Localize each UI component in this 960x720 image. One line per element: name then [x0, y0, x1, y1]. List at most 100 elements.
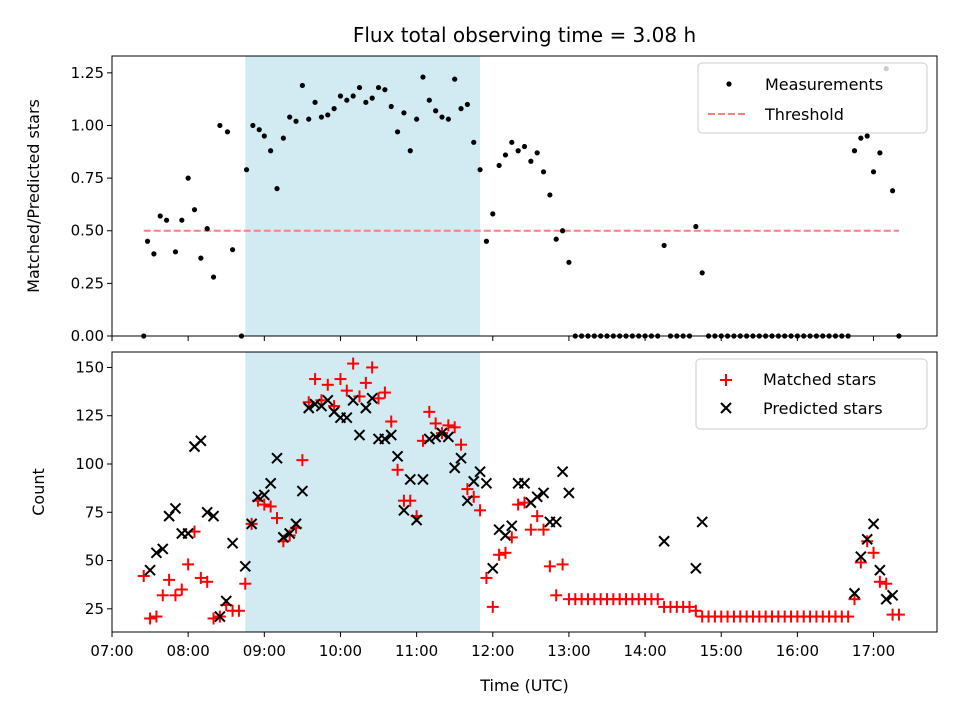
predicted-star-point — [201, 506, 213, 518]
measurement-point — [534, 150, 540, 156]
predicted-star-point — [207, 510, 220, 522]
measurement-point — [287, 114, 293, 120]
predicted-star-point — [226, 537, 239, 549]
measurement-point — [509, 139, 515, 145]
measurement-point — [356, 84, 363, 91]
bottom-legend: Matched stars Predicted stars — [695, 358, 928, 430]
top-legend-box — [697, 62, 928, 134]
predicted-star-point — [474, 466, 486, 478]
matched-star-point — [861, 535, 874, 548]
matched-star-point — [372, 392, 385, 405]
predicted-star-point — [886, 589, 899, 602]
measurement-point — [163, 217, 170, 223]
predicted-star-point — [436, 427, 448, 439]
matched-star-point — [359, 376, 372, 389]
matched-star-point — [296, 454, 309, 467]
top-y-tick-label: 1.00 — [71, 116, 104, 134]
measurement-point — [559, 228, 566, 234]
measurement-point — [318, 114, 325, 120]
predicted-star-point — [442, 431, 455, 443]
matched-star-point — [137, 570, 150, 582]
predicted-star-point — [258, 489, 271, 501]
predicted-star-point — [245, 518, 258, 530]
matched-star-point — [442, 419, 455, 432]
bottom-shaded-interval — [245, 352, 481, 632]
matched-star-point — [867, 546, 880, 559]
predicted-star-point — [455, 452, 467, 464]
top-shaded-interval — [245, 56, 481, 336]
predicted-star-point — [556, 466, 569, 478]
predicted-star-point — [448, 462, 461, 474]
bottom-x-tick-label: 07:00 — [90, 642, 133, 660]
matched-star-point — [156, 589, 169, 602]
predicted-star-point — [391, 450, 404, 462]
top-y-tick-label: 0.50 — [71, 222, 104, 240]
predicted-star-point — [696, 516, 708, 528]
top-y-tick-label: 0.00 — [71, 327, 104, 345]
bottom-x-axis: 07:00 08:00 09:00 10:00 11:00 12:00 13:00 14:00… — [90, 632, 895, 660]
matched-star-point — [315, 394, 328, 407]
matched-star-point — [474, 504, 487, 517]
measurement-point — [250, 122, 256, 129]
top-y-axis: 0.00 0.25 0.50 0.75 1.00 1.25 — [71, 64, 112, 345]
matched-star-point — [309, 373, 322, 386]
matched-star-point — [232, 604, 245, 617]
predicted-star-point — [144, 564, 156, 576]
chart-title: Flux total observing time = 3.08 h — [353, 23, 696, 47]
bottom-x-tick-label: 09:00 — [243, 642, 286, 660]
matched-star-point — [854, 556, 867, 569]
bottom-x-tick-label: 11:00 — [395, 642, 438, 660]
measurement-point — [191, 207, 198, 213]
measurement-point — [274, 186, 280, 192]
measurement-point — [293, 118, 299, 124]
measurement-point — [375, 84, 382, 91]
matched-star-point — [543, 560, 556, 573]
bottom-y-axis: 25 50 75 100 125 150 — [75, 358, 112, 618]
bottom-x-tick-label: 10:00 — [319, 642, 362, 660]
predicted-star-point — [867, 518, 880, 530]
top-y-tick-label: 1.25 — [71, 64, 104, 82]
matched-star-point — [264, 500, 277, 513]
measurement-point — [350, 93, 356, 99]
matched-star-point — [556, 558, 569, 571]
bottom-x-tick-label: 15:00 — [700, 642, 743, 660]
matched-star-point — [531, 510, 544, 523]
measurement-point — [471, 139, 477, 145]
matched-star-point — [480, 571, 493, 584]
predicted-star-point — [658, 535, 670, 547]
predicted-star-point — [690, 562, 702, 574]
predicted-star-point — [303, 402, 315, 414]
matched-star-point — [385, 415, 398, 428]
matched-star-point — [486, 600, 499, 613]
bottom-legend-box — [695, 358, 928, 430]
measurement-point — [528, 158, 534, 164]
predicted-star-point — [150, 547, 163, 559]
measurement-point — [464, 101, 470, 108]
matched-star-point — [423, 405, 436, 418]
measurement-point — [243, 167, 250, 173]
measurement-point — [185, 175, 191, 181]
predicted-star-point — [182, 527, 194, 540]
predicted-star-point — [506, 520, 518, 532]
predicted-star-point — [309, 398, 321, 410]
matched-star-point — [683, 600, 696, 613]
predicted-star-point — [468, 475, 480, 488]
bottom-y-tick-label: 50 — [85, 552, 104, 570]
legend-threshold-label: Threshold — [764, 105, 844, 124]
matched-star-point — [842, 610, 855, 623]
predicted-star-point — [423, 433, 436, 445]
predicted-star-point — [169, 502, 182, 515]
measurement-point — [280, 135, 286, 141]
matched-star-point — [499, 546, 512, 559]
measurement-point — [496, 162, 502, 169]
predicted-star-point — [537, 487, 550, 499]
measurement-point — [299, 82, 305, 89]
measurement-point — [864, 133, 870, 139]
measurement-point — [261, 133, 267, 139]
measurement-point — [540, 169, 547, 175]
matched-star-point — [512, 498, 525, 511]
predicted-star-point — [283, 527, 296, 540]
measurement-point — [369, 95, 375, 101]
top-y-axis-label: Matched/Predicted stars — [24, 99, 43, 293]
